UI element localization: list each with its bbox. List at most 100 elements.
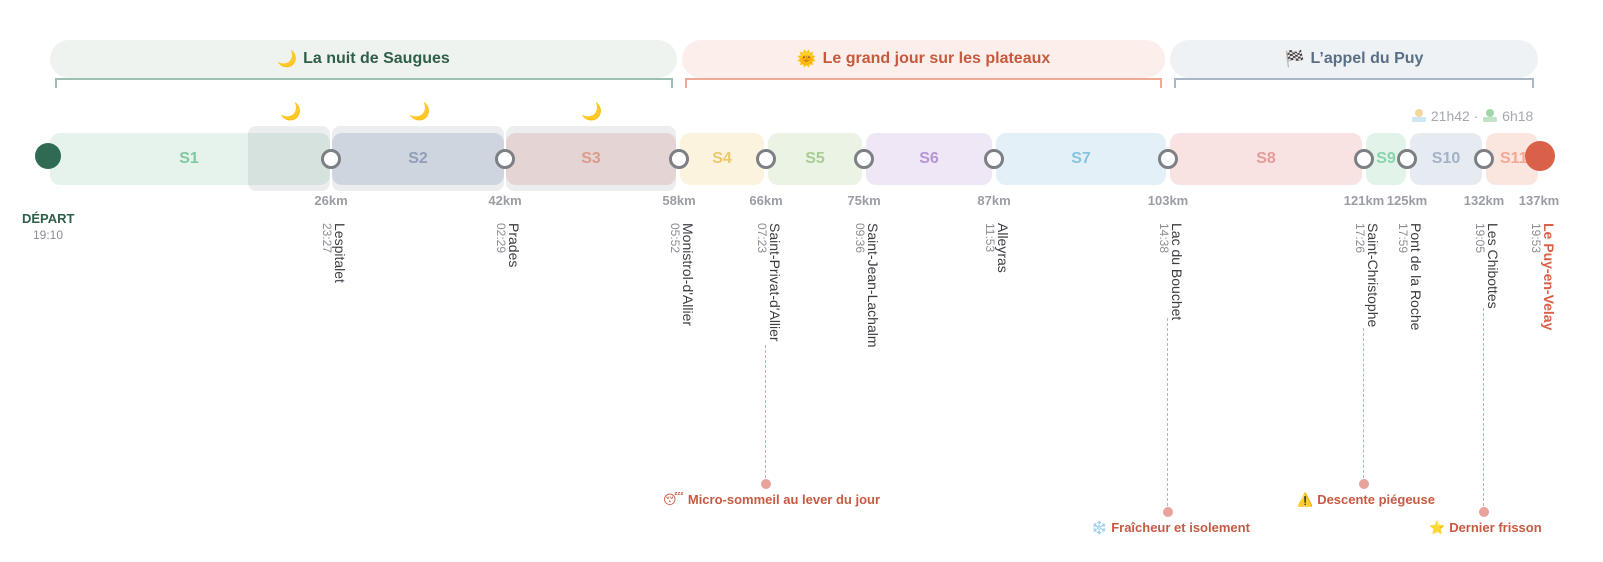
checkpoint-node[interactable] xyxy=(1397,149,1417,169)
distance-label: 26km xyxy=(314,193,348,208)
start-marker[interactable] xyxy=(35,143,61,169)
place-name: Lac du Bouchet xyxy=(1169,223,1185,321)
distance-label: 66km xyxy=(749,193,783,208)
night-overlay xyxy=(506,126,676,191)
alert-descent: ⚠️ Descente piégeuse xyxy=(1297,492,1435,508)
segment-label: S5 xyxy=(805,150,825,167)
sleepy-face-icon: 😴 xyxy=(663,492,684,507)
segment-bar[interactable]: S2 xyxy=(332,133,504,185)
checkpoint-node[interactable] xyxy=(1474,149,1494,169)
checkpoint-place: Prades 02:29 xyxy=(494,223,522,268)
checkpoint-place: Pont de la Roche 17:59 xyxy=(1396,223,1424,331)
phase-day-label: Le grand jour sur les plateaux xyxy=(822,50,1051,67)
checkpoint-node[interactable] xyxy=(321,149,341,169)
checkpoint-node[interactable] xyxy=(854,149,874,169)
total-time: 21h42 xyxy=(1430,108,1470,124)
segment-bar[interactable]: S10 xyxy=(1410,133,1482,185)
checkpoint-place: Lespitalet 23:27 xyxy=(320,223,348,283)
start-label: DÉPART 19:10 xyxy=(22,211,74,242)
segment-bar[interactable]: S8 xyxy=(1170,133,1362,185)
distance-label: 87km xyxy=(977,193,1011,208)
summary-separator: · xyxy=(1473,108,1479,124)
snowflake-icon: ❄️ xyxy=(1091,520,1108,535)
distance-label: 132km xyxy=(1463,193,1505,208)
race-summary: 21h42 · 6h18 xyxy=(1411,107,1533,124)
segment-label: S3 xyxy=(581,150,601,167)
night-overlay xyxy=(248,126,330,191)
phase-finish-label: L’appel du Puy xyxy=(1310,50,1424,67)
checkpoint-node[interactable] xyxy=(984,149,1004,169)
checkpoint-place: Alleyras 11:53 xyxy=(983,223,1011,273)
distance-label: 75km xyxy=(847,193,881,208)
rest-time: 6h18 xyxy=(1502,108,1534,124)
alert-cold: ❄️ Fraîcheur et isolement xyxy=(1091,520,1250,536)
alert-text: Micro-sommeil au lever du jour xyxy=(687,492,881,507)
alert-last-thrill: ⭐ Dernier frisson xyxy=(1429,520,1542,536)
distance-label: 58km xyxy=(662,193,696,208)
distance-label: 103km xyxy=(1147,193,1189,208)
rest-person-icon xyxy=(1483,109,1498,122)
checkpoint-node[interactable] xyxy=(1158,149,1178,169)
place-name: Les Chibottes xyxy=(1485,223,1501,309)
star-icon: ⭐ xyxy=(1429,520,1446,535)
place-name: Pont de la Roche xyxy=(1408,223,1424,331)
place-name: Saint-Christophe xyxy=(1365,223,1381,328)
place-name: Lespitalet xyxy=(332,223,348,283)
segment-label: S11 xyxy=(1500,150,1528,167)
place-name: Prades xyxy=(506,223,522,268)
alert-dot xyxy=(1359,479,1369,489)
night-overlay xyxy=(332,126,504,191)
phase-day-header: 🌞 Le grand jour sur les plateaux xyxy=(682,40,1165,78)
alert-text: Descente piégeuse xyxy=(1317,492,1435,507)
segment-bar[interactable]: S7 xyxy=(996,133,1166,185)
place-name: Saint-Privat-d'Allier xyxy=(767,223,783,342)
alert-connector xyxy=(1363,328,1364,483)
distance-label: 137km xyxy=(1518,193,1560,208)
segment-bar[interactable]: S5 xyxy=(768,133,862,185)
segment-label: S1 xyxy=(179,150,199,167)
segment-label: S10 xyxy=(1431,150,1461,167)
checkpoint-node[interactable] xyxy=(495,149,515,169)
segment-label: S6 xyxy=(919,150,939,167)
moon-icon: 🌙 xyxy=(581,102,603,121)
segment-bar[interactable]: S6 xyxy=(866,133,992,185)
moon-icon: 🌙 xyxy=(277,51,298,68)
segment-bar[interactable]: S4 xyxy=(680,133,764,185)
checkpoint-place: Monistrol-d'Allier 05:52 xyxy=(668,223,696,327)
place-name: Alleyras xyxy=(995,223,1011,273)
moon-icon: 🌙 xyxy=(409,102,431,121)
segment-bar[interactable]: S3 xyxy=(506,133,676,185)
segment-label: S9 xyxy=(1376,150,1396,167)
segment-label: S7 xyxy=(1071,150,1091,167)
checkpoint-node[interactable] xyxy=(756,149,776,169)
phase-finish-header: 🏁 L’appel du Puy xyxy=(1170,40,1538,78)
segment-label: S8 xyxy=(1256,150,1276,167)
finish-marker[interactable] xyxy=(1525,141,1555,171)
start-time: 19:10 xyxy=(32,228,64,242)
distance-label: 42km xyxy=(488,193,522,208)
checkpoint-place: Lac du Bouchet 14:38 xyxy=(1157,223,1185,321)
place-name: Monistrol-d'Allier xyxy=(680,223,696,327)
checkpoint-node[interactable] xyxy=(1354,149,1374,169)
segment-label: S2 xyxy=(408,150,428,167)
warning-icon: ⚠️ xyxy=(1297,492,1314,507)
phase-night-label: La nuit de Saugues xyxy=(303,50,450,67)
alert-connector xyxy=(1483,308,1484,511)
phase-night-bracket xyxy=(55,78,673,88)
alert-text: Fraîcheur et isolement xyxy=(1111,520,1250,535)
clock-person-icon xyxy=(1412,109,1426,122)
checkpoint-node[interactable] xyxy=(669,149,689,169)
alert-microsleep: 😴 Micro-sommeil au lever du jour xyxy=(663,492,880,508)
segment-bar[interactable]: S1 xyxy=(50,133,330,185)
checkpoint-place: Saint-Christophe 17:26 xyxy=(1353,223,1381,328)
distance-label: 125km xyxy=(1386,193,1428,208)
distance-label: 121km xyxy=(1343,193,1385,208)
phase-finish-bracket xyxy=(1174,78,1534,88)
phase-night-header: 🌙 La nuit de Saugues xyxy=(50,40,677,78)
place-name: Saint-Jean-Lachalm xyxy=(865,223,881,348)
start-title: DÉPART xyxy=(22,211,75,226)
finish-flag-icon: 🏁 xyxy=(1284,51,1305,68)
checkpoint-place: Saint-Jean-Lachalm 09:36 xyxy=(853,223,881,348)
alert-dot xyxy=(1479,507,1489,517)
alert-dot xyxy=(1163,507,1173,517)
